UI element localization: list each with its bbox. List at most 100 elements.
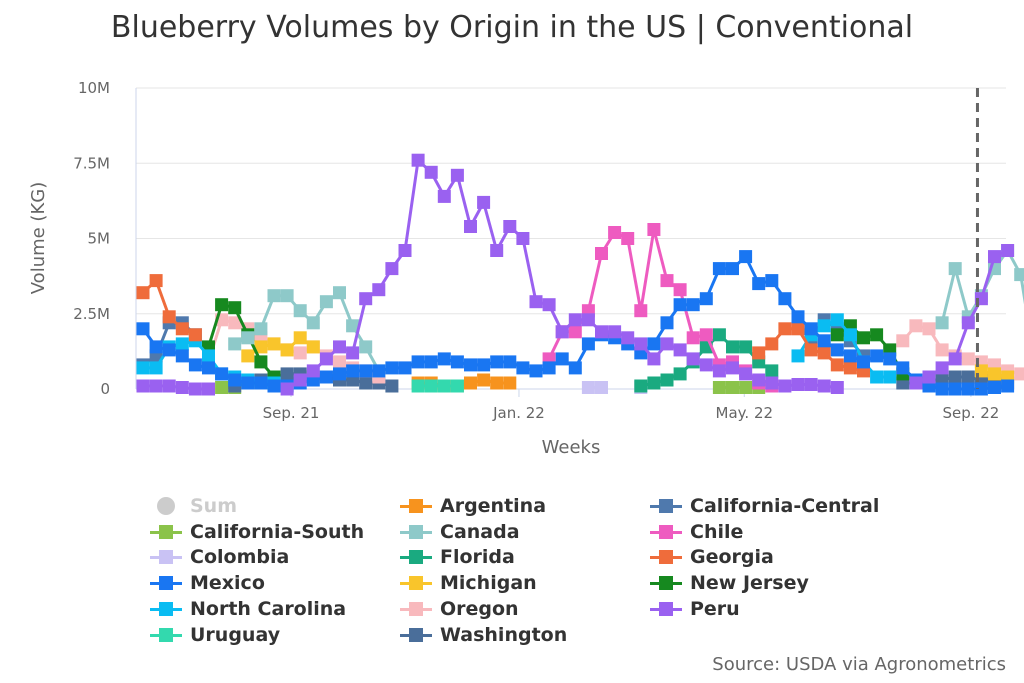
data-point-chile[interactable] — [673, 283, 687, 297]
data-point-georgia[interactable] — [175, 322, 189, 336]
data-point-canada[interactable] — [228, 337, 242, 351]
data-point-uruguay[interactable] — [437, 379, 451, 393]
data-point-peru[interactable] — [922, 370, 936, 384]
data-point-north-carolina[interactable] — [149, 361, 163, 375]
data-point-mexico[interactable] — [241, 376, 255, 390]
data-point-florida[interactable] — [726, 340, 739, 354]
data-point-chile[interactable] — [647, 223, 661, 236]
data-point-chile[interactable] — [568, 325, 582, 339]
data-point-north-carolina[interactable] — [175, 337, 189, 351]
data-point-mexico[interactable] — [581, 337, 595, 351]
data-point-mexico[interactable] — [450, 355, 464, 369]
data-point-peru[interactable] — [490, 244, 504, 257]
data-point-peru[interactable] — [988, 250, 1001, 264]
legend-item-argentina[interactable]: Argentina — [400, 494, 546, 518]
data-point-mexico[interactable] — [988, 381, 1001, 394]
legend-item-mexico[interactable]: Mexico — [150, 571, 265, 595]
data-point-mexico[interactable] — [857, 355, 870, 369]
data-point-mexico[interactable] — [961, 382, 975, 396]
data-point-peru[interactable] — [398, 244, 412, 257]
data-point-mexico[interactable] — [490, 355, 504, 369]
data-point-peru[interactable] — [791, 378, 805, 391]
data-point-georgia[interactable] — [752, 346, 766, 360]
data-point-peru[interactable] — [516, 232, 530, 245]
data-point-oregon[interactable] — [333, 355, 346, 369]
data-point-peru[interactable] — [804, 378, 818, 391]
data-point-peru[interactable] — [581, 313, 595, 327]
data-point-georgia[interactable] — [778, 322, 792, 336]
data-point-mexico[interactable] — [896, 361, 910, 375]
series-michigan[interactable] — [241, 331, 1015, 384]
data-point-peru[interactable] — [306, 364, 320, 378]
data-point-mexico[interactable] — [686, 298, 700, 312]
data-point-peru[interactable] — [568, 313, 582, 327]
data-point-canada[interactable] — [319, 295, 333, 309]
data-point-peru[interactable] — [673, 343, 687, 357]
series-uruguay[interactable] — [411, 379, 464, 393]
data-point-mexico[interactable] — [726, 262, 739, 276]
data-point-mexico[interactable] — [660, 316, 674, 330]
data-point-chile[interactable] — [608, 226, 622, 239]
data-point-north-carolina[interactable] — [870, 370, 884, 384]
data-point-chile[interactable] — [634, 304, 648, 318]
data-point-peru[interactable] — [437, 189, 451, 203]
data-point-mexico[interactable] — [437, 352, 451, 366]
data-point-washington[interactable] — [280, 367, 294, 381]
data-point-washington[interactable] — [948, 370, 962, 384]
data-point-argentina[interactable] — [490, 376, 504, 390]
data-point-michigan[interactable] — [306, 340, 320, 354]
data-point-oregon[interactable] — [896, 334, 910, 348]
data-point-oregon[interactable] — [922, 322, 936, 336]
data-point-oregon[interactable] — [228, 316, 242, 330]
data-point-mexico[interactable] — [712, 262, 726, 276]
data-point-peru[interactable] — [634, 337, 648, 351]
series-mexico[interactable] — [136, 250, 1015, 396]
data-point-uruguay[interactable] — [424, 379, 438, 393]
data-point-new-jersey[interactable] — [215, 298, 229, 312]
data-point-peru[interactable] — [660, 337, 674, 351]
data-point-mexico[interactable] — [188, 358, 202, 372]
data-point-chile[interactable] — [699, 328, 713, 342]
data-point-north-carolina[interactable] — [202, 349, 215, 363]
data-point-argentina[interactable] — [464, 376, 477, 390]
data-point-mexico[interactable] — [804, 322, 818, 336]
data-point-florida[interactable] — [673, 367, 687, 381]
data-point-uruguay[interactable] — [450, 379, 464, 393]
data-point-peru[interactable] — [595, 325, 608, 339]
data-point-michigan[interactable] — [254, 340, 268, 354]
data-point-peru[interactable] — [202, 382, 215, 396]
data-point-oregon[interactable] — [1014, 367, 1024, 381]
data-point-georgia[interactable] — [830, 358, 844, 372]
data-point-mexico[interactable] — [319, 370, 333, 384]
data-point-canada[interactable] — [346, 319, 360, 333]
data-point-peru[interactable] — [385, 262, 399, 276]
data-point-peru[interactable] — [450, 168, 464, 182]
data-point-canada[interactable] — [1014, 268, 1024, 282]
data-point-peru[interactable] — [608, 325, 622, 339]
data-point-peru[interactable] — [909, 376, 923, 390]
data-point-colombia[interactable] — [595, 381, 608, 394]
data-point-peru[interactable] — [149, 379, 163, 393]
data-point-canada[interactable] — [267, 289, 281, 303]
data-point-mexico[interactable] — [254, 376, 268, 390]
data-point-mexico[interactable] — [568, 361, 582, 375]
data-point-mexico[interactable] — [385, 361, 399, 375]
data-point-peru[interactable] — [699, 358, 713, 372]
data-point-peru[interactable] — [961, 316, 975, 330]
legend-item-georgia[interactable]: Georgia — [650, 545, 774, 569]
data-point-canada[interactable] — [333, 286, 346, 300]
data-point-mexico[interactable] — [464, 358, 477, 372]
data-point-new-jersey[interactable] — [857, 331, 870, 345]
data-point-mexico[interactable] — [778, 292, 792, 306]
data-point-mexico[interactable] — [870, 349, 884, 363]
data-point-peru[interactable] — [765, 376, 779, 390]
data-point-new-jersey[interactable] — [228, 301, 242, 315]
data-point-peru[interactable] — [647, 352, 661, 366]
data-point-peru[interactable] — [712, 364, 726, 378]
data-point-peru[interactable] — [175, 381, 189, 394]
data-point-mexico[interactable] — [516, 361, 530, 375]
legend-item-new-jersey[interactable]: New Jersey — [650, 571, 809, 595]
data-point-georgia[interactable] — [188, 328, 202, 342]
legend-item-michigan[interactable]: Michigan — [400, 571, 537, 595]
data-point-mexico[interactable] — [175, 349, 189, 363]
